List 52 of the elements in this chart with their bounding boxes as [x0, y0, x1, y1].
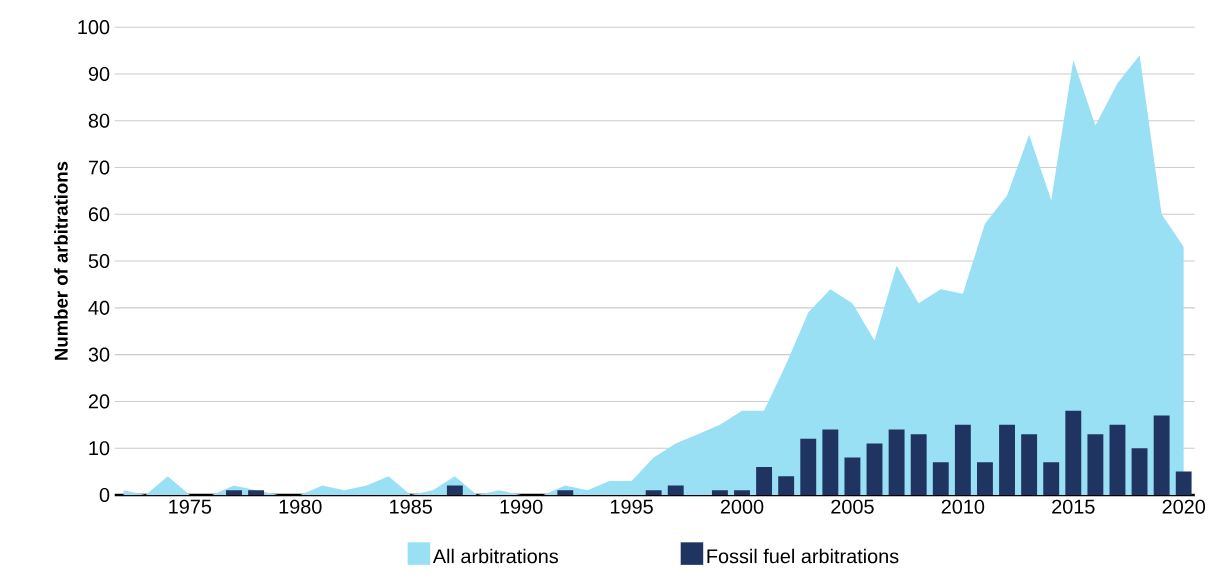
bar — [711, 490, 728, 495]
bar — [800, 438, 817, 495]
bar — [778, 476, 795, 495]
bar — [910, 433, 927, 495]
x-tick-label: 2020 — [1162, 499, 1206, 514]
x-tick-label: 1990 — [500, 499, 543, 514]
bar — [1065, 410, 1082, 495]
x-tick-label: 2010 — [941, 499, 985, 514]
bar — [667, 485, 684, 495]
y-tick-label: 70 — [88, 160, 110, 175]
bar — [248, 490, 265, 495]
bar — [645, 490, 662, 495]
x-tick-label: 1975 — [169, 499, 212, 514]
y-tick-label: 50 — [88, 253, 110, 268]
bar — [932, 462, 949, 495]
x-tick-label: 2015 — [1052, 499, 1095, 514]
legend-label: Fossil fuel arbitrations — [707, 548, 899, 564]
y-tick-label: 10 — [89, 440, 110, 456]
bar — [1131, 447, 1148, 495]
bar — [734, 490, 750, 495]
bar — [888, 429, 905, 495]
bar — [1021, 433, 1038, 495]
bar — [977, 462, 993, 495]
bar — [822, 429, 839, 495]
bar — [1109, 424, 1126, 495]
bar — [1043, 462, 1060, 495]
x-tick-label: 1995 — [610, 499, 653, 514]
x-tick-label: 1980 — [279, 499, 322, 514]
y-tick-label: 90 — [88, 66, 110, 81]
y-axis-title: Number of arbitrations — [54, 161, 68, 360]
bar — [844, 457, 861, 495]
y-tick-label: 20 — [88, 394, 110, 409]
bar — [866, 443, 883, 495]
x-tick-label: 2000 — [720, 499, 764, 514]
bar — [954, 424, 971, 495]
bar — [1153, 415, 1170, 495]
bar — [446, 485, 463, 495]
bar — [1087, 433, 1104, 495]
y-tick-label: 0 — [99, 487, 110, 502]
x-tick-label: 1985 — [390, 499, 432, 514]
y-tick-label: 30 — [88, 347, 110, 362]
bar — [999, 424, 1015, 495]
bar — [557, 490, 574, 495]
legend-label: All arbitrations — [432, 548, 558, 564]
bar — [756, 466, 773, 495]
y-tick-label: 80 — [88, 113, 110, 128]
y-tick-label: 40 — [88, 300, 110, 315]
bar — [226, 490, 242, 495]
y-tick-label: 100 — [78, 19, 110, 34]
bar — [1175, 471, 1192, 495]
y-tick-label: 60 — [88, 207, 110, 222]
x-tick-label: 2005 — [831, 499, 874, 514]
